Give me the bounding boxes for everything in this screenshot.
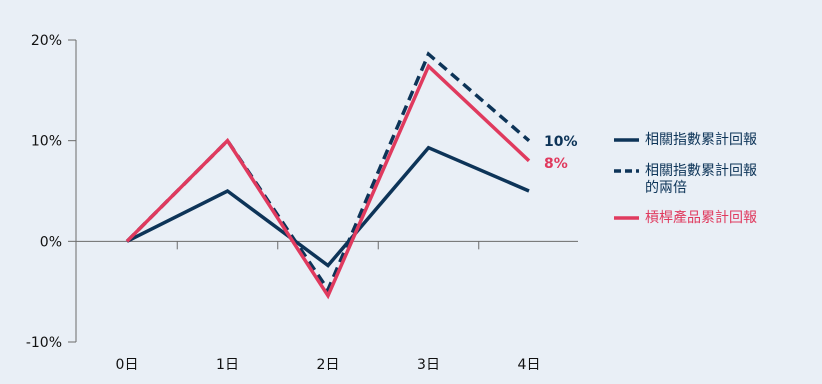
series-line [125, 63, 531, 300]
y-tick-label: 0% [40, 234, 62, 250]
x-tick-label: 2日 [317, 357, 340, 373]
y-tick-label: 10% [31, 134, 62, 150]
legend-label: 槓桿產品累計回報 [645, 209, 757, 226]
y-tick-label: -10% [26, 335, 62, 351]
x-tick-label: 0日 [116, 357, 139, 373]
axes: -10% 0% 10% 20% 0日 1日 2日 3日 4日 [26, 33, 578, 373]
series-line [125, 51, 531, 294]
legend-label: 相關指數累計回報 [645, 132, 757, 148]
legend-label: 相關指數累計回報 [645, 163, 757, 179]
legend-label: 的兩倍 [645, 180, 687, 196]
series-lines [125, 51, 531, 300]
end-value-label: 8% [544, 156, 568, 172]
x-tick-label: 1日 [216, 357, 239, 373]
x-tick-label: 4日 [518, 357, 541, 373]
x-tick-label: 3日 [417, 357, 440, 373]
end-labels: 10%8% [544, 134, 578, 172]
end-value-label: 10% [544, 134, 578, 150]
y-tick-label: 20% [31, 33, 62, 49]
series-line [126, 145, 530, 268]
